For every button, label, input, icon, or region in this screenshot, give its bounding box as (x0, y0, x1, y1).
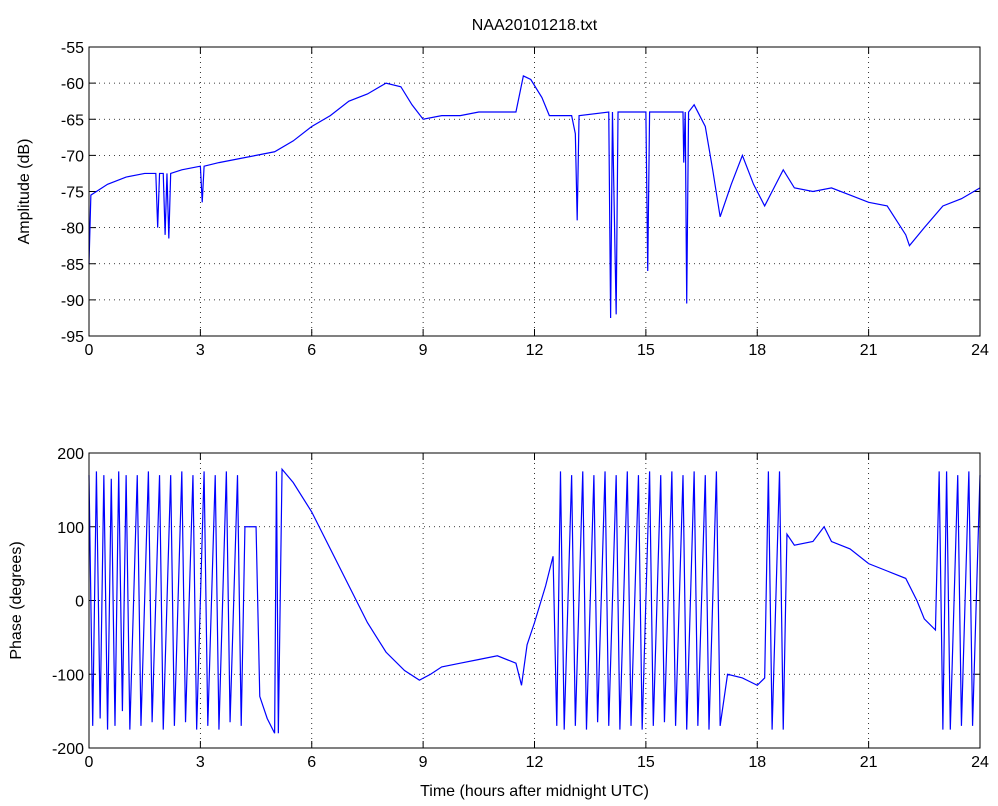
y-tick-label: -100 (52, 667, 84, 684)
y-tick-label: -65 (61, 112, 84, 129)
axes-frame (88, 452, 981, 749)
data-line (88, 75, 981, 318)
y-tick-label: -75 (61, 185, 84, 202)
y-tick-label: -95 (61, 329, 84, 346)
y-axis-label: Amplitude (dB) (16, 139, 33, 245)
x-tick-label: 15 (637, 342, 655, 359)
x-tick-label: 21 (860, 342, 878, 359)
y-tick-label: -90 (61, 293, 84, 310)
x-tick-label: 12 (526, 342, 544, 359)
x-tick-label: 18 (748, 342, 766, 359)
y-tick-label: -200 (52, 741, 84, 758)
x-tick-label: 9 (419, 342, 428, 359)
y-tick-label: -70 (61, 148, 84, 165)
y-tick-label: -85 (61, 257, 84, 274)
y-tick-label: 0 (75, 594, 84, 611)
data-line (88, 467, 981, 734)
x-tick-label: 6 (307, 342, 316, 359)
x-tick-label: 0 (85, 342, 94, 359)
y-tick-label: 100 (57, 520, 84, 537)
x-tick-label: 0 (85, 754, 94, 771)
y-tick-label: -80 (61, 221, 84, 238)
x-tick-label: 3 (196, 754, 205, 771)
x-tick-label: 9 (419, 754, 428, 771)
x-tick-label: 18 (748, 754, 766, 771)
axes-frame (88, 46, 981, 337)
x-axis-label: Time (hours after midnight UTC) (420, 783, 649, 800)
y-tick-label: 200 (57, 446, 84, 463)
x-tick-label: 6 (307, 754, 316, 771)
chart-title: NAA20101218.txt (472, 17, 598, 34)
y-tick-label: -60 (61, 76, 84, 93)
x-tick-label: 15 (637, 754, 655, 771)
y-axis-label: Phase (degrees) (8, 541, 25, 659)
x-tick-label: 21 (860, 754, 878, 771)
x-tick-label: 24 (971, 342, 989, 359)
x-tick-label: 3 (196, 342, 205, 359)
x-tick-label: 12 (526, 754, 544, 771)
x-tick-label: 24 (971, 754, 989, 771)
y-tick-label: -55 (61, 40, 84, 57)
